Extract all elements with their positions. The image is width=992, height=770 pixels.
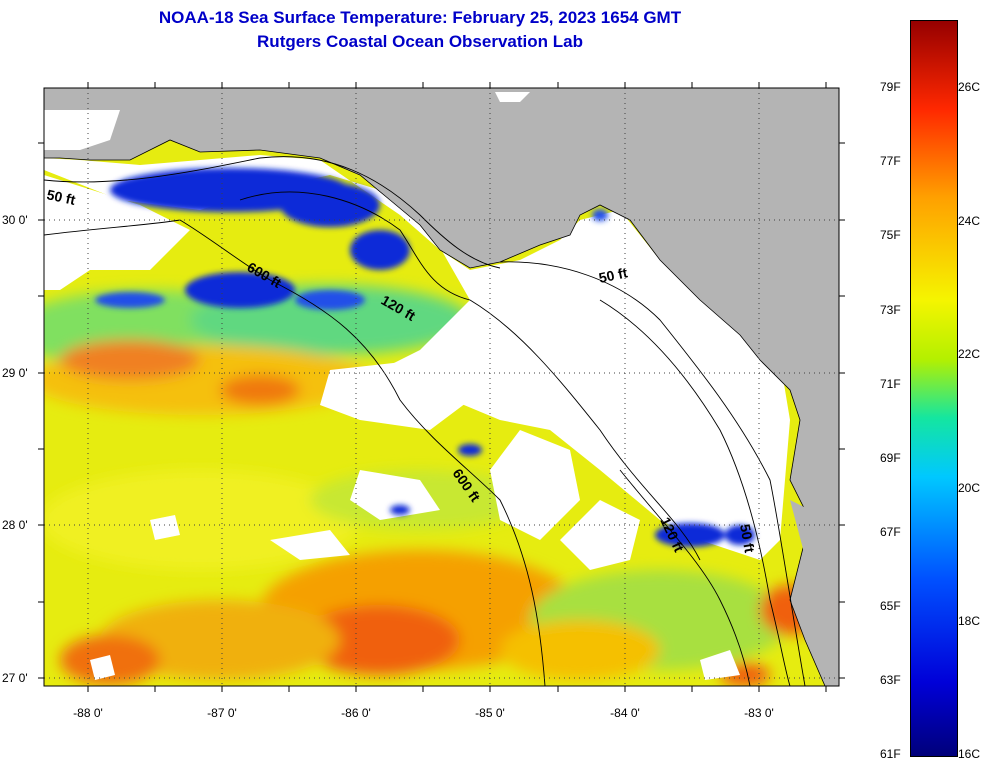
contour-label-50ft: 50 ft — [45, 186, 77, 208]
colorbar-label-f: 69F — [880, 451, 901, 465]
colorbar-label-f: 67F — [880, 525, 901, 539]
color-scale-bar — [910, 20, 958, 757]
lon-ticks — [87, 82, 827, 692]
lat-label: 30 0' — [2, 213, 28, 227]
colorbar-label-f: 65F — [880, 599, 901, 613]
colorbar-label-c: 20C — [958, 481, 981, 495]
colorbar-label-f: 63F — [880, 673, 901, 687]
lon-label: -86 0' — [341, 706, 371, 720]
colorbar-label-f: 61F — [880, 747, 901, 761]
lat-label: 28 0' — [2, 518, 28, 532]
depth-contours — [44, 156, 806, 686]
map-field: 50 ft 600 ft 120 ft 50 ft 600 ft 120 ft … — [44, 88, 839, 686]
lat-ticks — [38, 142, 845, 679]
map-subtitle: Rutgers Coastal Ocean Observation Lab — [257, 32, 583, 51]
contour-label-50ft: 50 ft — [737, 523, 758, 554]
map-title: NOAA-18 Sea Surface Temperature: Februar… — [158, 8, 682, 27]
lon-label: -88 0' — [73, 706, 103, 720]
land — [44, 88, 839, 686]
cloud-mask — [44, 155, 790, 680]
cold-water — [80, 144, 755, 547]
colorbar-label-f: 79F — [880, 80, 901, 94]
colorbar-label-c: 16C — [958, 747, 981, 761]
colorbar-label-f: 71F — [880, 377, 901, 391]
contour-label-50ft: 50 ft — [597, 264, 629, 286]
colorbar-label-c: 22C — [958, 347, 981, 361]
colorbar-label-f: 73F — [880, 303, 901, 317]
lon-label: -83 0' — [744, 706, 774, 720]
colorbar-label-f: 75F — [880, 228, 901, 242]
colorbar-label-c: 18C — [958, 614, 981, 628]
colorbar-label-c: 24C — [958, 214, 981, 228]
lat-label: 29 0' — [2, 366, 28, 380]
map-frame — [43, 87, 840, 687]
colorbar-label-c: 26C — [958, 80, 981, 94]
lat-label: 27 0' — [2, 671, 28, 685]
lon-label: -87 0' — [207, 706, 237, 720]
lon-label: -85 0' — [475, 706, 505, 720]
lon-label: -84 0' — [610, 706, 640, 720]
colorbar-label-f: 77F — [880, 154, 901, 168]
